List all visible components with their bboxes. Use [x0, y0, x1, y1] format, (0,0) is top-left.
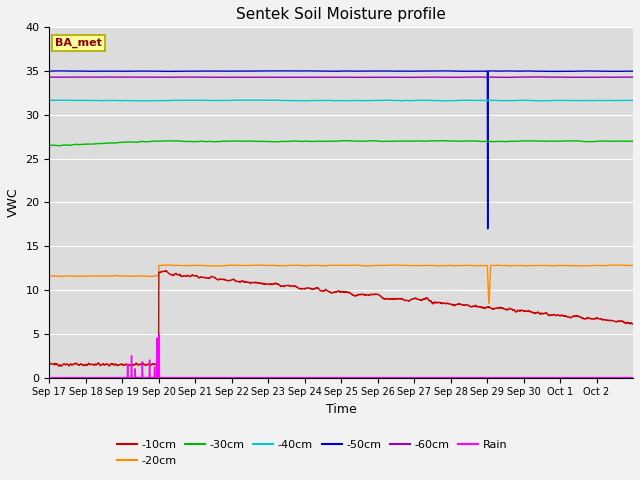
Text: BA_met: BA_met	[55, 38, 102, 48]
X-axis label: Time: Time	[326, 403, 356, 416]
Y-axis label: VWC: VWC	[7, 188, 20, 217]
Legend: -10cm, -20cm, -30cm, -40cm, -50cm, -60cm, Rain: -10cm, -20cm, -30cm, -40cm, -50cm, -60cm…	[112, 436, 512, 470]
Title: Sentek Soil Moisture profile: Sentek Soil Moisture profile	[236, 7, 446, 22]
